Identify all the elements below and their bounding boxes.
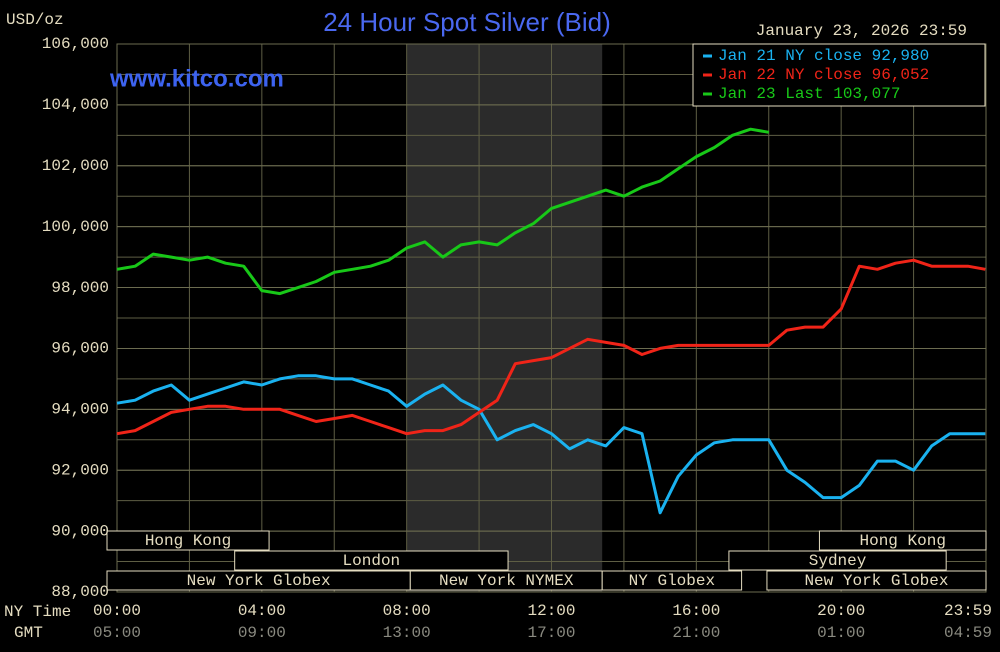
y-tick-label: 102,000 — [42, 157, 109, 175]
session-box — [818, 530, 987, 551]
y-tick-label: 94,000 — [51, 401, 109, 419]
session-label: Sydney — [809, 552, 867, 570]
y-unit-label: USD/oz — [6, 11, 64, 29]
series-line — [116, 127, 770, 296]
plot-frame — [116, 43, 987, 593]
session-box — [234, 550, 509, 571]
timestamp: January 23, 2026 23:59 — [756, 22, 967, 40]
legend-label: Jan 23 Last 103,077 — [718, 85, 900, 103]
legend-label: Jan 22 NY close 96,052 — [718, 66, 929, 84]
session-box — [728, 550, 947, 571]
y-tick-label: 90,000 — [51, 522, 109, 540]
x2-tick-label: 05:00 — [93, 624, 141, 642]
x2-tick-label: 04:59 — [944, 624, 992, 642]
x2-tick-label: 09:00 — [238, 624, 286, 642]
series-line — [116, 258, 986, 436]
legend-box — [692, 43, 986, 107]
session-label: London — [343, 552, 401, 570]
x-row-label: NY Time — [4, 603, 71, 621]
session-box — [106, 530, 270, 551]
x-tick-label: 04:00 — [238, 602, 286, 620]
legend-label: Jan 21 NY close 92,980 — [718, 47, 929, 65]
x2-tick-label: 21:00 — [672, 624, 720, 642]
y-tick-label: 106,000 — [42, 35, 109, 53]
y-tick-label: 104,000 — [42, 96, 109, 114]
session-box — [766, 570, 987, 591]
session-box — [601, 570, 743, 591]
x-tick-label: 08:00 — [383, 602, 431, 620]
x-tick-label: 00:00 — [93, 602, 141, 620]
series-line — [116, 374, 986, 515]
y-tick-label: 88,000 — [51, 583, 109, 601]
session-label: NY Globex — [629, 572, 715, 590]
x-tick-label: 16:00 — [672, 602, 720, 620]
y-tick-label: 100,000 — [42, 218, 109, 236]
x-tick-label: 23:59 — [944, 602, 992, 620]
chart-title: 24 Hour Spot Silver (Bid) — [323, 7, 611, 37]
watermark: www.kitco.com — [109, 65, 284, 92]
session-label: Hong Kong — [860, 532, 946, 550]
session-label: Hong Kong — [145, 532, 231, 550]
x-tick-label: 20:00 — [817, 602, 865, 620]
session-label: New York NYMEX — [439, 572, 574, 590]
y-tick-label: 96,000 — [51, 340, 109, 358]
x2-tick-label: 01:00 — [817, 624, 865, 642]
x2-tick-label: 17:00 — [527, 624, 575, 642]
session-label: New York Globex — [187, 572, 331, 590]
x2-tick-label: 13:00 — [383, 624, 431, 642]
y-tick-label: 92,000 — [51, 461, 109, 479]
x-tick-label: 12:00 — [527, 602, 575, 620]
y-tick-label: 98,000 — [51, 279, 109, 297]
x2-row-label: GMT — [14, 624, 43, 642]
session-label: New York Globex — [804, 572, 948, 590]
